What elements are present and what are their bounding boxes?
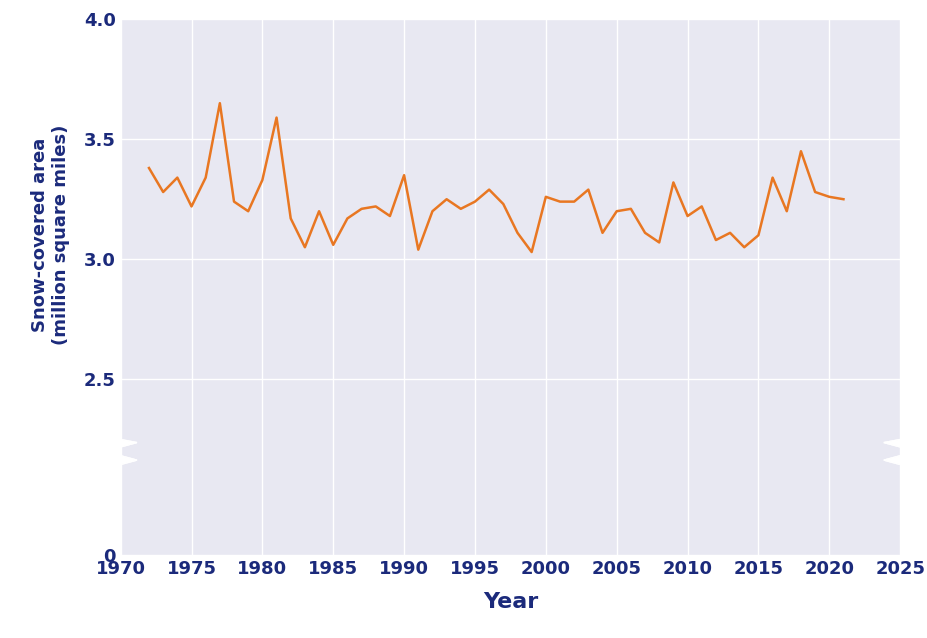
Y-axis label: Snow-covered area
(million square miles): Snow-covered area (million square miles)	[32, 125, 70, 345]
X-axis label: Year: Year	[482, 592, 538, 612]
